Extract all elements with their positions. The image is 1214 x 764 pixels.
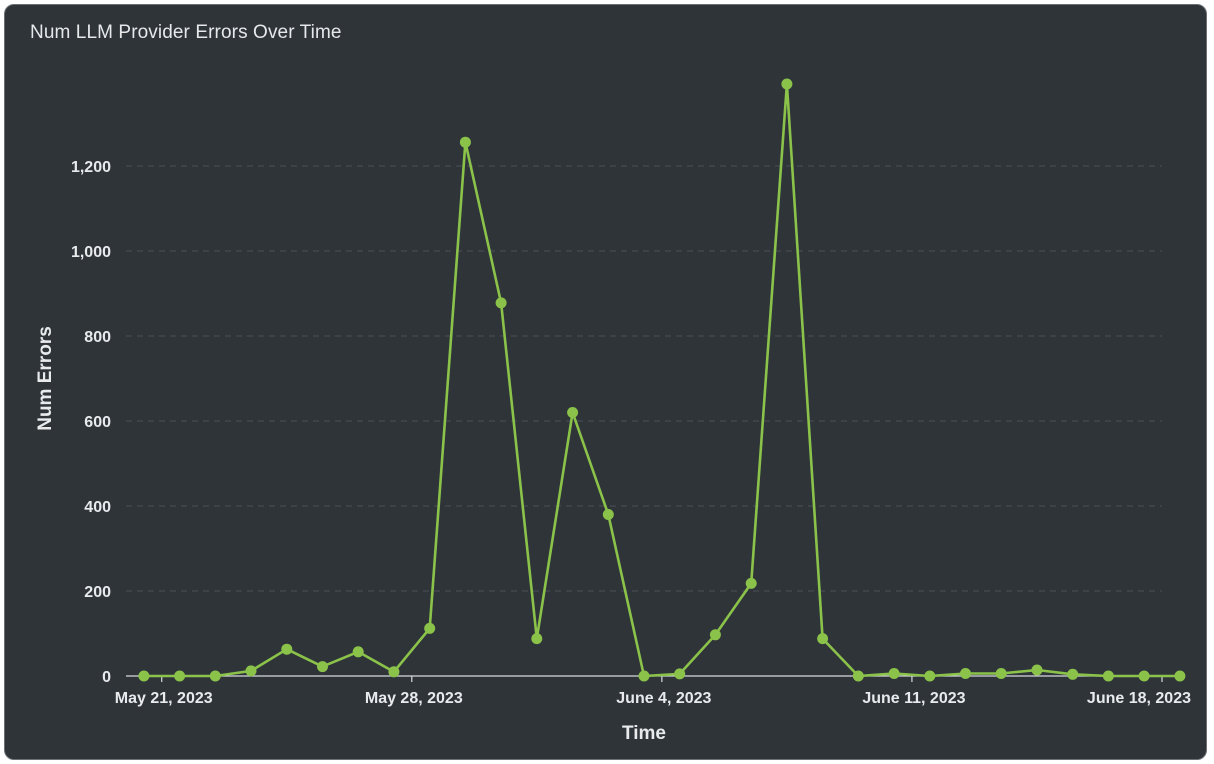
chart-panel: Num LLM Provider Errors Over Time 0 200 40… — [4, 4, 1207, 760]
data-point[interactable] — [567, 407, 579, 418]
data-point[interactable] — [602, 509, 614, 520]
y-tick-label: 1,000 — [71, 244, 111, 261]
data-point[interactable] — [495, 297, 507, 309]
y-tick-label: 800 — [84, 329, 111, 346]
y-tick-label: 1,200 — [71, 159, 111, 176]
chart-title: Num LLM Provider Errors Over Time — [30, 22, 342, 43]
x-tick-label: June 4, 2023 — [616, 690, 711, 707]
data-point[interactable] — [531, 633, 543, 645]
data-point[interactable] — [317, 661, 328, 673]
data-point[interactable] — [352, 646, 364, 658]
data-point[interactable] — [960, 668, 971, 679]
data-point[interactable] — [781, 78, 793, 90]
label-layer: 0 200 400 600 800 1,000 1,200 May 21, 2023 May 2… — [35, 159, 1191, 744]
x-axis-title: Time — [622, 723, 666, 744]
y-axis-title: Num Errors — [35, 326, 56, 431]
y-tick-label: 600 — [84, 414, 111, 431]
data-point[interactable] — [745, 577, 757, 589]
data-point[interactable] — [245, 665, 257, 677]
data-point[interactable] — [424, 622, 436, 634]
data-point[interactable] — [388, 666, 400, 678]
y-tick-label: 400 — [84, 499, 111, 516]
data-point[interactable] — [674, 668, 686, 680]
data-point[interactable] — [924, 670, 936, 682]
data-point[interactable] — [852, 670, 864, 682]
grid-layer — [126, 165, 1162, 592]
data-point[interactable] — [1102, 670, 1114, 682]
data-point[interactable] — [709, 629, 721, 641]
data-point[interactable] — [1067, 668, 1079, 680]
x-tick-label: May 21, 2023 — [115, 690, 213, 707]
data-point[interactable] — [1174, 670, 1186, 682]
data-point[interactable] — [995, 668, 1007, 679]
line-chart: 0 200 400 600 800 1,000 1,200 May 21, 2023 May 2… — [35, 78, 1191, 744]
data-point[interactable] — [209, 670, 221, 682]
x-tick-label: June 18, 2023 — [1087, 690, 1191, 707]
series-layer — [138, 78, 1186, 682]
y-tick-label: 0 — [102, 669, 111, 686]
data-point[interactable] — [638, 670, 650, 682]
data-point[interactable] — [888, 668, 900, 679]
data-point[interactable] — [1138, 670, 1150, 682]
data-point[interactable] — [138, 670, 150, 682]
data-point[interactable] — [817, 633, 829, 645]
series-line — [143, 82, 1180, 678]
data-point[interactable] — [459, 136, 471, 148]
data-point[interactable] — [174, 670, 186, 682]
x-tick-label: June 11, 2023 — [862, 690, 965, 707]
data-point[interactable] — [1031, 664, 1043, 676]
y-tick-label: 200 — [84, 584, 111, 601]
data-point[interactable] — [281, 643, 293, 655]
x-tick-label: May 28, 2023 — [365, 690, 463, 707]
